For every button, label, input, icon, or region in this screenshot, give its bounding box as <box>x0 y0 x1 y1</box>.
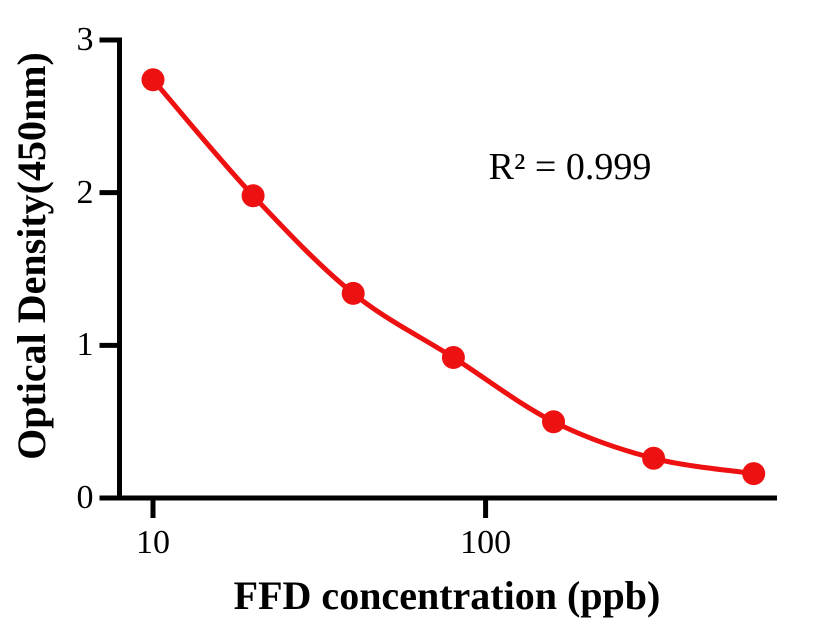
y-tick-label: 2 <box>76 173 94 211</box>
data-point-marker <box>141 68 165 92</box>
y-tick-label: 1 <box>76 326 94 364</box>
x-axis-title: FFD concentration (ppb) <box>233 573 661 618</box>
x-tick-label: 10 <box>136 524 170 561</box>
data-point-marker <box>241 184 265 208</box>
y-tick-label: 3 <box>76 20 94 58</box>
x-tick-label: 100 <box>460 524 512 561</box>
y-axis-title: Optical Density(450nm) <box>9 52 54 460</box>
data-point-marker <box>341 281 365 305</box>
data-point-marker <box>441 346 465 369</box>
y-tick-label: 0 <box>76 479 94 516</box>
data-point-marker <box>642 446 666 470</box>
axes <box>99 37 777 518</box>
r-squared-annotation: R² = 0.999 <box>488 146 652 188</box>
data-point-marker <box>542 410 565 434</box>
fit-curve-line <box>151 78 755 477</box>
data-point-marker <box>742 462 766 486</box>
data-points <box>141 68 766 486</box>
